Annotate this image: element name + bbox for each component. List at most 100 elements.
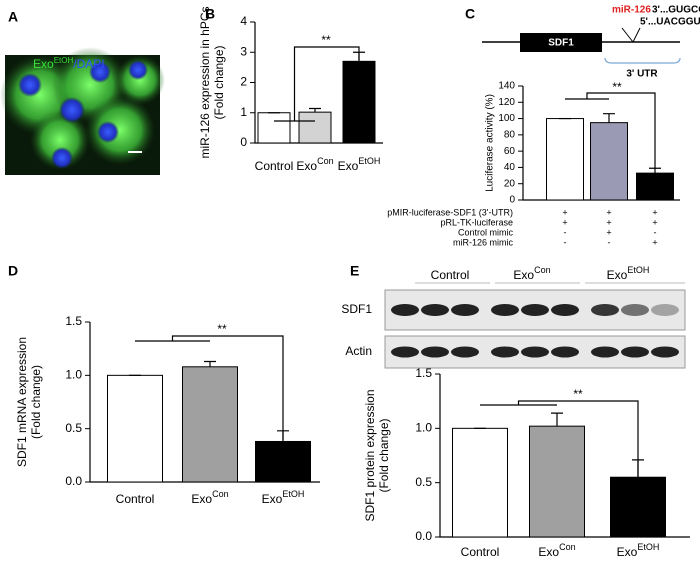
- panel-label: D: [8, 263, 18, 279]
- blot-band: [391, 304, 419, 316]
- x-tick-label-sup: EtOH: [637, 542, 659, 552]
- condition-mark: +: [606, 227, 611, 237]
- utr-label: 3' UTR: [626, 69, 658, 80]
- blot-group-label: ExoCon: [513, 265, 550, 282]
- x-tick-label: Control: [255, 159, 294, 173]
- y-tick-label: 1.0: [415, 421, 432, 435]
- condition-mark: -: [654, 227, 657, 237]
- significance-bracket: [135, 335, 284, 440]
- blot-row-label: SDF1: [341, 302, 372, 316]
- bar: [107, 374, 163, 483]
- panel-label: E: [350, 263, 359, 279]
- y-tick-label: 0: [509, 195, 515, 206]
- x-tick-label: ExoCon: [538, 542, 575, 559]
- y-tick-label: 1.0: [65, 368, 82, 382]
- y-tick-label: 60: [504, 146, 516, 157]
- y-axis-label: (Fold change): [377, 418, 391, 492]
- condition-mark: +: [562, 217, 567, 227]
- mirna-name: miR-126: [612, 5, 651, 16]
- error-bar: [551, 412, 563, 427]
- condition-mark: +: [652, 237, 657, 247]
- y-tick-label: 1.5: [65, 314, 82, 328]
- condition-mark: +: [652, 217, 657, 227]
- caption-text: Exo: [33, 57, 54, 71]
- x-tick-label-main: Exo: [296, 159, 317, 173]
- blot-group-label: ExoEtOH: [607, 265, 650, 282]
- y-tick-label: 4: [240, 14, 247, 28]
- blot-band: [591, 346, 619, 358]
- x-tick-label-main: Exo: [617, 545, 638, 559]
- bar: [342, 60, 376, 144]
- blot-group-label: Control: [431, 268, 470, 282]
- x-tick-label-main: Control: [461, 545, 500, 559]
- x-tick-label: ExoCon: [296, 156, 333, 173]
- significance-label: **: [612, 80, 622, 94]
- caption-sup: EtOH: [54, 56, 74, 65]
- x-tick-label: Control: [461, 545, 500, 559]
- condition-mark: -: [564, 227, 567, 237]
- error-bar: [649, 167, 661, 174]
- gene-name: SDF1: [548, 38, 574, 49]
- x-tick-label-sup: Con: [212, 489, 229, 499]
- significance-label: **: [217, 322, 227, 336]
- y-axis-label: miR-126 expression in hPCs: [198, 6, 212, 158]
- condition-label: miR-126 mimic: [453, 237, 514, 247]
- bar: [590, 122, 628, 201]
- bar: [529, 425, 585, 538]
- significance-label: **: [573, 387, 583, 401]
- blot-band: [591, 304, 619, 316]
- blot-band: [521, 346, 549, 358]
- error-bar: [204, 360, 216, 367]
- y-axis-label: SDF1 mRNA expression: [15, 337, 29, 467]
- blot-row-label: Actin: [345, 344, 372, 358]
- blot-group-label-sup: Con: [534, 265, 551, 275]
- blot-band: [491, 304, 519, 316]
- condition-mark: +: [562, 207, 567, 217]
- condition-mark: +: [652, 207, 657, 217]
- x-tick-label: ExoEtOH: [617, 542, 660, 559]
- bar: [298, 111, 332, 144]
- blot-band: [451, 346, 479, 358]
- blot-group-label-main: Control: [431, 268, 470, 282]
- blot-group-label-main: Exo: [513, 268, 534, 282]
- blot-band: [651, 346, 679, 358]
- significance-bracket: [565, 92, 656, 168]
- x-tick-label-sup: EtOH: [282, 489, 304, 499]
- y-tick-label: 120: [498, 97, 515, 108]
- y-axis-label: (Fold change): [212, 45, 226, 119]
- condition-mark: -: [608, 237, 611, 247]
- blot-band: [651, 304, 679, 316]
- panel-label: A: [8, 9, 18, 25]
- error-bar: [603, 113, 615, 123]
- bar: [546, 118, 584, 201]
- mirna-seq: 3'...GUGCCAUGCU...5': [652, 5, 700, 16]
- western-blot: [384, 282, 686, 369]
- bar: [182, 366, 238, 483]
- blot-band: [621, 346, 649, 358]
- bar: [255, 440, 311, 483]
- x-tick-label-main: Exo: [538, 545, 559, 559]
- bar: [257, 112, 291, 144]
- blot-band: [451, 304, 479, 316]
- caption-tail: /DAPI: [73, 57, 104, 71]
- y-tick-label: 20: [504, 178, 516, 189]
- condition-mark: +: [606, 207, 611, 217]
- micrograph-caption: ExoEtOH/DAPI: [33, 56, 105, 71]
- bar: [452, 427, 508, 538]
- y-tick-label: 0.5: [65, 421, 82, 435]
- y-axis-label: SDF1 protein expression: [363, 389, 377, 521]
- target-seq: 5'...UACGGUAUGA...3': [640, 17, 700, 28]
- blot-band: [621, 304, 649, 316]
- y-axis-label: (Fold change): [29, 365, 43, 439]
- blot-band: [421, 346, 449, 358]
- x-tick-label: Control: [116, 492, 155, 506]
- y-tick-label: 1: [240, 105, 247, 119]
- y-axis-label: Luciferase activity (%): [485, 94, 496, 192]
- condition-mark: -: [564, 237, 567, 247]
- blot-group-label-main: Exo: [607, 268, 628, 282]
- condition-label: Control mimic: [458, 227, 514, 237]
- blot-band: [391, 346, 419, 358]
- bar: [636, 172, 674, 201]
- y-tick-label: 2: [240, 75, 247, 89]
- x-tick-label-sup: EtOH: [358, 156, 380, 166]
